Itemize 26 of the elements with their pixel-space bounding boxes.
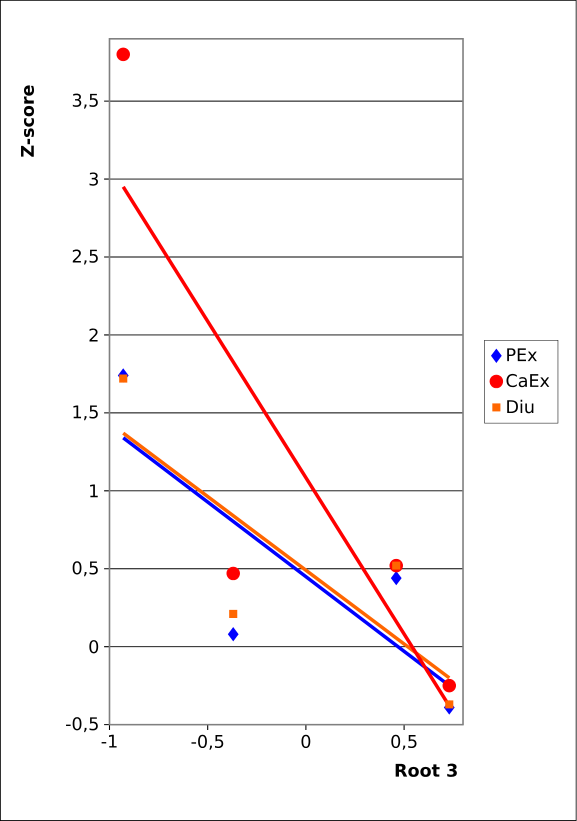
x-tick-label: -0,5 [192,734,224,750]
x-axis-title: Root 3 [396,764,458,777]
point [445,700,454,708]
y-tick-label: 3 [90,172,98,186]
y-tick-label: -0,5 [66,717,98,732]
y-tick-label: 0 [90,640,98,654]
y-tick-label: 3,5 [73,94,98,109]
point [116,48,130,62]
point [226,566,240,580]
y-tick-label: 2,5 [73,250,98,265]
y-tick-label: 0,5 [72,561,98,576]
y-tick-label: 1,5 [74,405,98,420]
y-tick-label: 1 [90,484,98,498]
point [391,571,402,586]
x-tick-label: -1 [102,734,117,748]
legend-label: PEx [507,348,538,362]
point [228,627,239,642]
legend-label: CaEx [506,374,550,388]
x-tick-label: 0 [302,734,311,748]
y-axis-title: Z-score [21,85,34,157]
point [119,374,128,383]
point [229,610,238,618]
point [442,678,456,692]
x-tick-label: 0,5 [392,734,417,750]
legend-label: Diu [507,400,534,414]
y-tick-label: 2 [90,328,98,342]
